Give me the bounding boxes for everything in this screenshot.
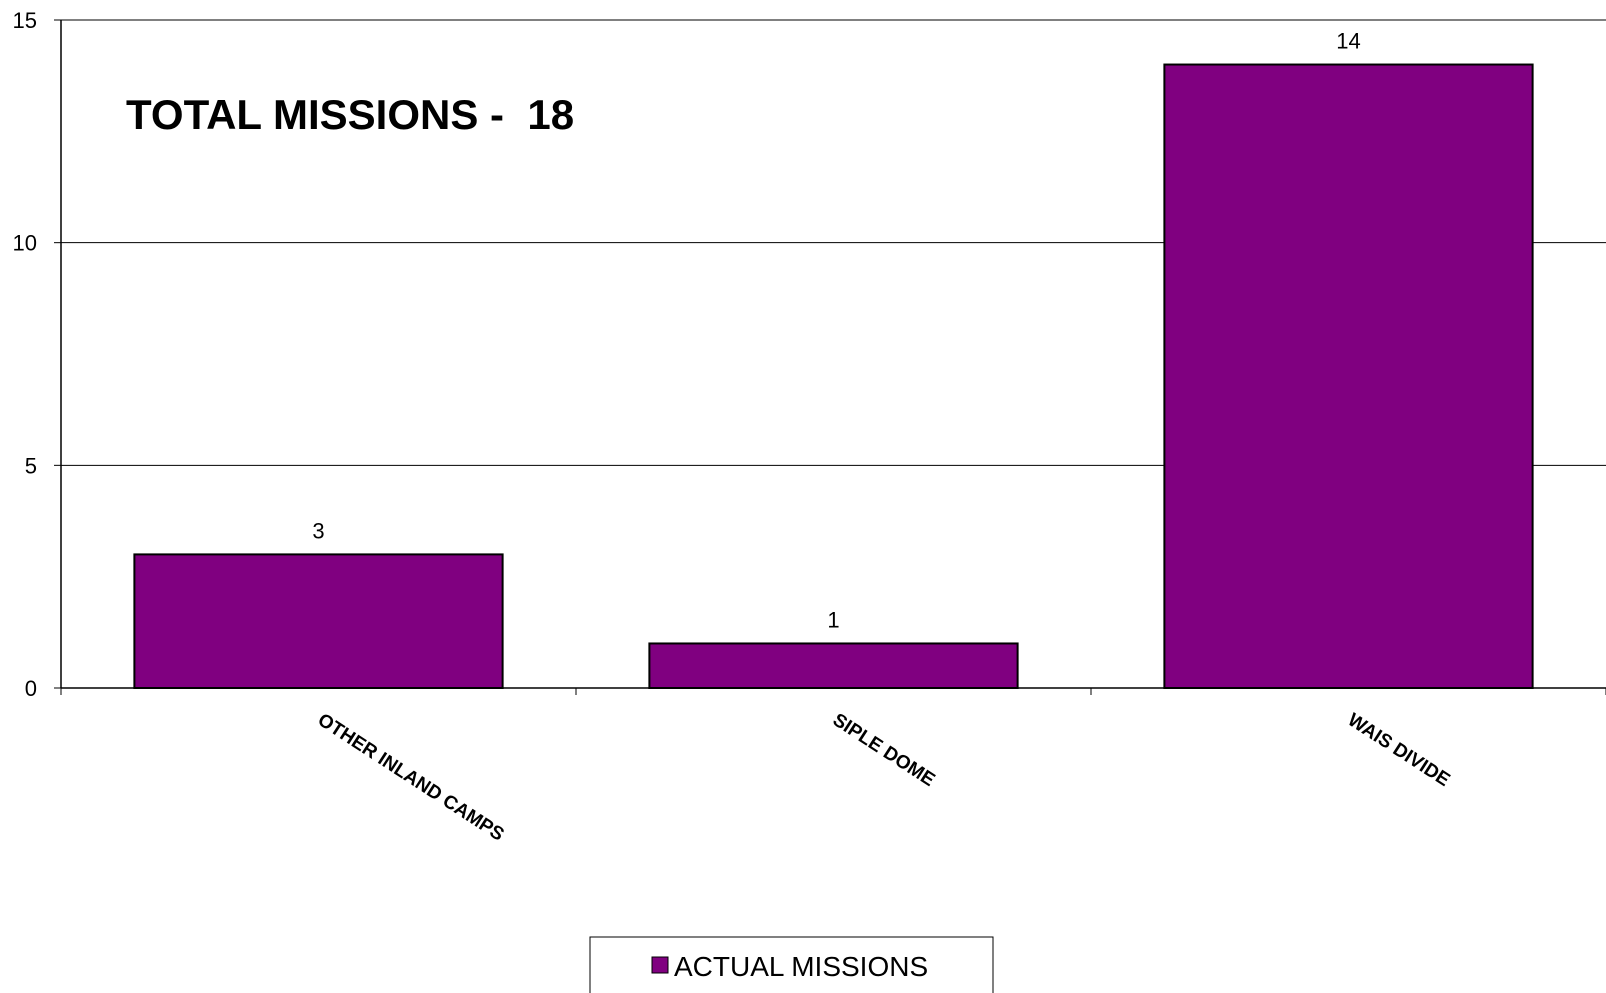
data-label: 14 — [1336, 29, 1360, 54]
data-label: 1 — [827, 607, 839, 632]
y-tick-label: 10 — [13, 231, 37, 256]
category-labels: OTHER INLAND CAMPS SIPLE DOME WAIS DIVIDE — [314, 710, 1454, 846]
bars — [133, 63, 1534, 690]
y-tick-label: 0 — [25, 676, 37, 701]
bar — [133, 553, 504, 690]
legend-swatch — [651, 956, 669, 974]
bar — [648, 642, 1019, 690]
y-tick-label: 15 — [13, 8, 37, 33]
category-label: OTHER INLAND CAMPS — [314, 710, 508, 846]
legend-label: ACTUAL MISSIONS — [674, 951, 928, 982]
category-label: WAIS DIVIDE — [1344, 710, 1454, 791]
x-tick-marks — [60, 688, 1606, 695]
category-label: SIPLE DOME — [829, 710, 939, 791]
data-labels: 3 1 14 — [312, 29, 1360, 633]
chart-title: TOTAL MISSIONS - 18 — [126, 91, 574, 138]
bar — [1163, 63, 1534, 690]
y-tick-label: 5 — [25, 453, 37, 478]
legend: ACTUAL MISSIONS — [589, 936, 994, 993]
data-label: 3 — [312, 518, 324, 543]
y-tick-labels: 0 5 10 15 — [13, 8, 37, 701]
